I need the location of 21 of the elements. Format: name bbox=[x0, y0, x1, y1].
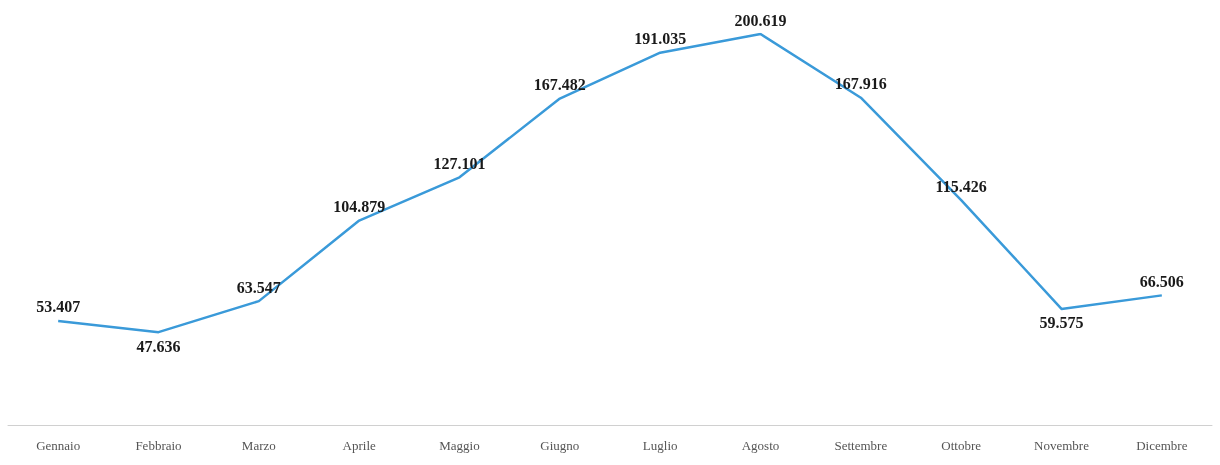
data-label: 191.035 bbox=[634, 30, 687, 48]
x-tick-label: Aprile bbox=[342, 438, 376, 453]
data-label: 167.482 bbox=[533, 76, 586, 94]
x-tick-label: Ottobre bbox=[941, 438, 982, 453]
data-label: 200.619 bbox=[734, 11, 787, 29]
x-tick-label: Febbraio bbox=[135, 438, 182, 453]
x-tick-label: Gennaio bbox=[36, 438, 81, 453]
x-tick-label: Settembre bbox=[834, 438, 888, 453]
data-label: 47.636 bbox=[136, 337, 181, 355]
x-tick-label: Maggio bbox=[439, 438, 480, 453]
x-tick-label: Dicembre bbox=[1136, 438, 1188, 453]
data-label: 66.506 bbox=[1139, 272, 1184, 290]
data-label: 104.879 bbox=[333, 198, 386, 216]
x-tick-label: Novembre bbox=[1034, 438, 1090, 453]
data-label: 167.916 bbox=[834, 75, 887, 93]
data-label: 53.407 bbox=[36, 298, 81, 316]
x-tick-label: Marzo bbox=[241, 438, 276, 453]
x-tick-label: Agosto bbox=[741, 438, 780, 453]
x-tick-label: Luglio bbox=[642, 438, 678, 453]
data-label: 59.575 bbox=[1039, 314, 1084, 332]
x-tick-label: Giugno bbox=[540, 438, 580, 453]
